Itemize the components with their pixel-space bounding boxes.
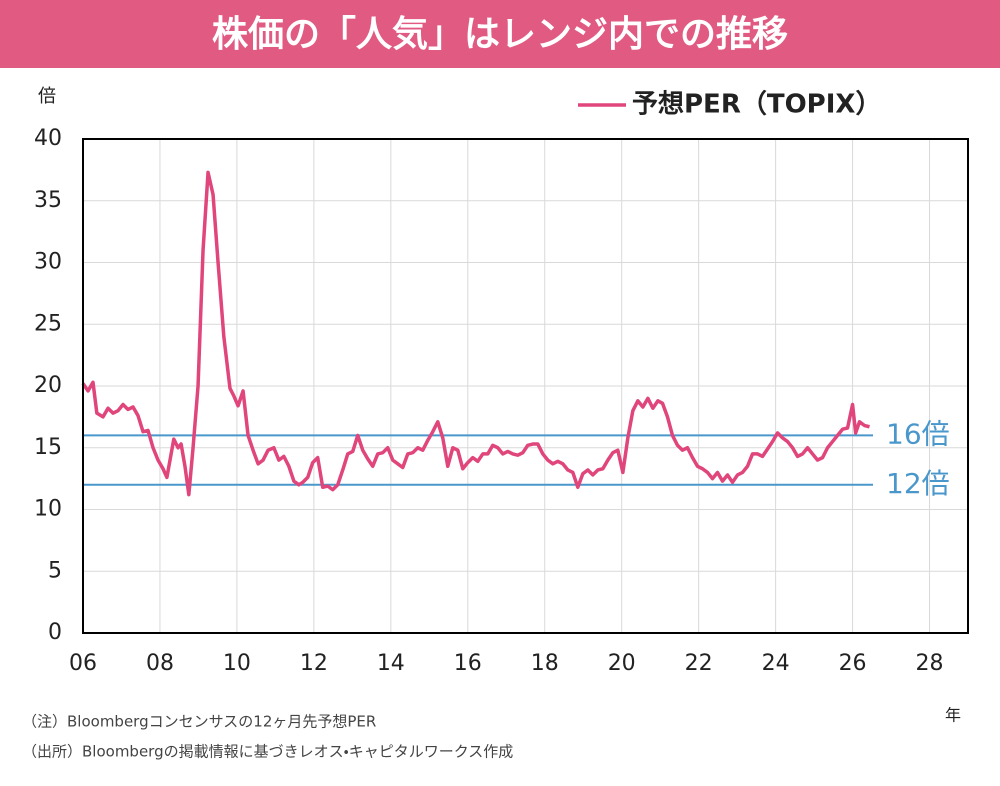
y-unit: 倍 xyxy=(38,86,56,107)
y-tick-label: 10 xyxy=(34,497,62,522)
y-tick-label: 40 xyxy=(34,126,62,151)
y-tick-label: 15 xyxy=(34,435,62,460)
legend-label: 予想PER（TOPIX） xyxy=(632,90,881,120)
x-tick-label: 26 xyxy=(839,651,867,676)
note: （注）Bloombergコンセンサスの12ヶ月先予想PER xyxy=(22,713,376,731)
y-tick-label: 0 xyxy=(48,620,62,645)
x-unit: 年 xyxy=(945,706,961,725)
x-tick-label: 12 xyxy=(300,651,328,676)
reference-label: 12倍 xyxy=(886,467,950,500)
y-tick-label: 35 xyxy=(34,188,62,213)
data-line xyxy=(81,170,870,497)
chart-title: 株価の「人気」はレンジ内での推移 xyxy=(212,14,788,55)
x-tick-label: 06 xyxy=(69,651,97,676)
x-tick-label: 18 xyxy=(531,651,559,676)
source: （出所）Bloombergの掲載情報に基づきレオス・キャピタルワークス作成 xyxy=(22,743,513,761)
x-tick-label: 08 xyxy=(146,651,174,676)
y-tick-label: 5 xyxy=(48,558,62,583)
y-tick-label: 20 xyxy=(34,373,62,398)
x-tick-label: 16 xyxy=(454,651,482,676)
plot-frame xyxy=(82,138,969,634)
x-tick-label: 10 xyxy=(223,651,251,676)
y-tick-label: 25 xyxy=(34,311,62,336)
x-tick-label: 14 xyxy=(377,651,405,676)
title-banner xyxy=(0,0,1000,68)
y-tick-label: 30 xyxy=(34,250,62,275)
x-tick-label: 24 xyxy=(762,651,790,676)
reference-label: 16倍 xyxy=(886,417,950,450)
x-tick-label: 20 xyxy=(608,651,636,676)
x-tick-label: 22 xyxy=(685,651,713,676)
x-tick-label: 28 xyxy=(916,651,944,676)
